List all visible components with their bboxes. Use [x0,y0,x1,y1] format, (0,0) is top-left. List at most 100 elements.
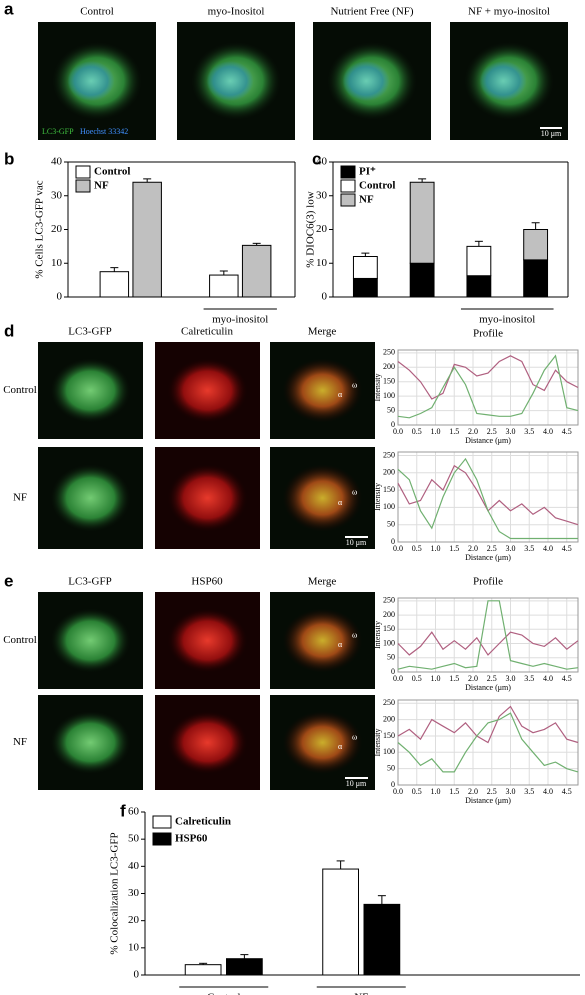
y-tick-label: 20 [316,223,328,235]
bar [226,958,263,976]
x-tick-label: 1.5 [449,544,459,553]
y-tick-label: 10 [128,941,140,953]
x-tick-label: 1.0 [431,787,441,796]
profile-line [397,600,579,670]
y-axis-label: Intensity [373,729,382,757]
x-tick-label: 1.5 [449,674,459,683]
x-tick-label: 0.0 [393,544,403,553]
panel-letter: d [4,321,14,340]
y-tick-label: 200 [383,714,395,723]
y-tick-label: 40 [51,156,63,168]
y-tick-label: 40 [128,860,140,872]
y-tick-label: 60 [128,806,140,818]
y-tick-label: 0 [391,420,395,429]
x-axis-label: Distance (μm) [465,796,511,805]
cell [167,464,248,532]
nucleus [479,60,527,102]
marker: α [338,390,343,399]
x-tick-label: 3.0 [506,674,516,683]
y-tick-label: 30 [316,189,328,201]
y-tick-label: 250 [383,348,395,357]
y-tick-label: 250 [383,450,395,459]
image-title: myo-Inositol [208,6,265,18]
profile-line [397,354,579,419]
y-tick-label: 150 [383,485,395,494]
y-axis-label: Intensity [373,621,382,649]
column-label: LC3-GFP [68,326,111,338]
x-tick-label: 4.5 [562,787,572,796]
y-tick-label: 10 [316,257,328,269]
y-tick-label: 200 [383,610,395,619]
profile-line [397,464,579,526]
x-tick-label: 1.5 [449,427,459,436]
legend-label: NF [94,180,109,192]
row-label: Control [3,634,37,646]
column-label: LC3-GFP [68,576,111,588]
x-tick-label: 1.0 [431,674,441,683]
y-tick-label: 0 [322,291,328,303]
bar-segment [466,245,492,277]
y-axis-label: % Cells LC3-GFP vac [34,180,46,278]
x-tick-label: 0.5 [412,427,422,436]
stain-label: LC3-GFP [42,127,74,136]
bar-segment [352,256,378,279]
x-tick-label: 0.5 [412,674,422,683]
y-tick-label: 50 [387,520,395,529]
y-axis-label: Intensity [373,374,382,402]
legend-label: Control [359,180,395,192]
image-title: NF + myo-inositol [468,6,550,18]
legend-label: PI⁺ [359,166,376,178]
column-label: HSP60 [191,576,223,588]
y-tick-label: 10 [51,257,63,269]
x-tick-label: 0.0 [393,674,403,683]
y-tick-label: 100 [383,638,395,647]
profile-line [397,631,579,656]
profile-line [397,355,579,400]
legend-swatch [340,179,356,193]
x-axis-label: Distance (μm) [465,436,511,445]
x-tick-label: 0.5 [412,787,422,796]
x-tick-label: 3.5 [524,544,534,553]
cell [50,358,131,423]
x-tick-label: 1.0 [431,427,441,436]
x-tick-label: 0.5 [412,544,422,553]
y-axis-label: % DIOC6(3) low [305,191,317,267]
y-tick-label: 150 [383,377,395,386]
panel-letter: c [312,149,321,168]
cell [167,711,248,774]
bar [184,964,222,976]
legend-swatch [75,179,91,193]
cell [282,608,363,673]
cell [50,608,131,673]
bar [132,181,162,298]
y-axis-label: % Colocalization LC3-GFP [109,832,121,954]
image-title: Nutrient Free (NF) [330,6,413,18]
panel-letter: e [4,571,13,590]
marker: α [338,742,343,751]
x-tick-label: 2.0 [468,787,478,796]
profile-line [397,705,579,744]
x-tick-label: NF [354,992,368,995]
cell [167,608,248,673]
cell [50,464,131,532]
marker: ω [352,630,357,639]
y-tick-label: 50 [387,653,395,662]
x-tick-label: 0.0 [393,427,403,436]
y-tick-label: 150 [383,731,395,740]
x-tick-label: myo-inositol [212,314,268,326]
y-tick-label: 50 [387,405,395,414]
y-tick-label: 100 [383,391,395,400]
chart-title: Profile [473,576,503,588]
bar [363,903,401,976]
legend-label: Control [94,166,130,178]
scale-label: 10 μm [346,538,367,547]
marker: ω [352,733,357,742]
row-label: NF [13,492,27,504]
bar-segment [523,259,549,298]
legend-label: NF [359,194,374,206]
bar [241,244,272,298]
bar-segment [409,262,435,298]
x-tick-label: 2.0 [468,544,478,553]
y-tick-label: 200 [383,468,395,477]
y-tick-label: 50 [128,833,140,845]
